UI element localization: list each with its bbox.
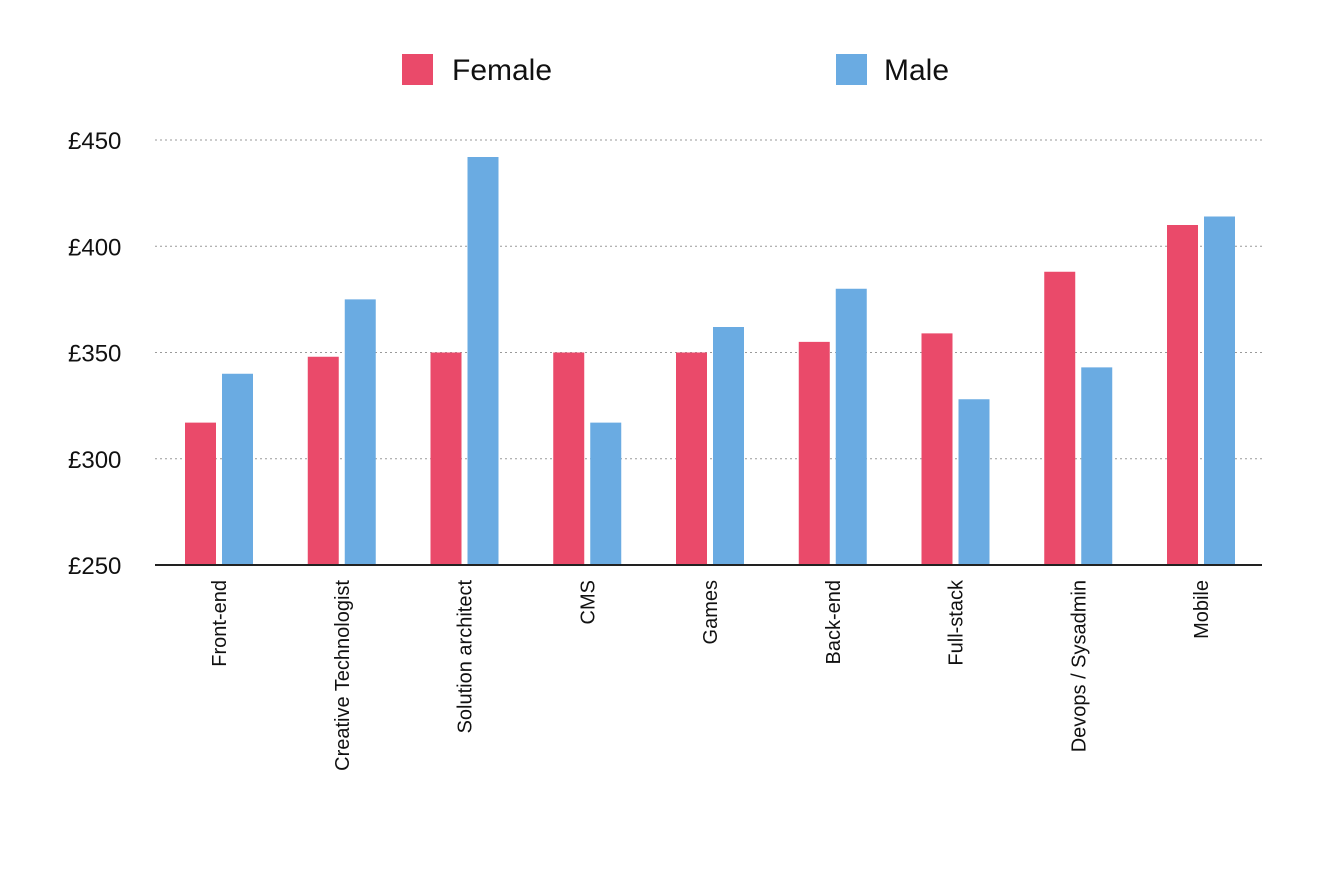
bar-male-solution-architect — [467, 157, 499, 565]
x-category-label: Games — [700, 580, 722, 644]
legend-swatch-male — [836, 54, 867, 85]
y-tick-label: £400 — [68, 234, 121, 261]
x-category-label: Front-end — [209, 580, 231, 667]
x-axis-category-labels: Front-end Creative Technologist Solution a… — [209, 579, 1213, 771]
x-category-label: CMS — [577, 580, 599, 624]
x-category-label: Back-end — [823, 580, 845, 665]
y-tick-label: £350 — [68, 341, 121, 368]
y-tick-label: £450 — [68, 128, 121, 155]
bar-male-devops-sysadmin — [1081, 367, 1113, 565]
bars — [185, 157, 1235, 565]
bar-male-full-stack — [958, 399, 990, 565]
bar-female-full-stack — [921, 333, 953, 565]
bar-female-solution-architect — [430, 352, 462, 565]
bar-female-mobile — [1167, 225, 1198, 565]
bar-female-creative-technologist — [307, 356, 339, 565]
x-category-label: Full-stack — [946, 579, 968, 666]
bar-male-creative-technologist — [344, 299, 376, 565]
legend-label-male: Male — [884, 54, 949, 87]
bar-male-back-end — [835, 288, 867, 565]
y-axis-tick-labels: £250 £300 £350 £400 £450 — [68, 128, 121, 580]
bar-male-games — [713, 327, 744, 565]
x-category-label: Mobile — [1191, 580, 1213, 639]
bar-male-mobile — [1204, 216, 1235, 565]
x-category-label: Devops / Sysadmin — [1068, 580, 1090, 752]
bar-male-cms — [590, 422, 622, 565]
bar-female-back-end — [798, 341, 830, 565]
x-category-label: Solution architect — [455, 580, 477, 734]
legend-label-female: Female — [452, 54, 552, 87]
legend-swatch-female — [402, 54, 433, 85]
y-tick-label: £300 — [68, 447, 121, 474]
y-tick-label: £250 — [68, 553, 121, 580]
bar-female-front-end — [185, 422, 216, 565]
x-category-label: Creative Technologist — [332, 580, 354, 771]
bar-female-cms — [553, 352, 585, 565]
bar-male-front-end — [222, 373, 253, 565]
bar-female-devops-sysadmin — [1044, 271, 1076, 565]
legend: Female Male — [402, 54, 949, 87]
bar-female-games — [676, 352, 707, 565]
